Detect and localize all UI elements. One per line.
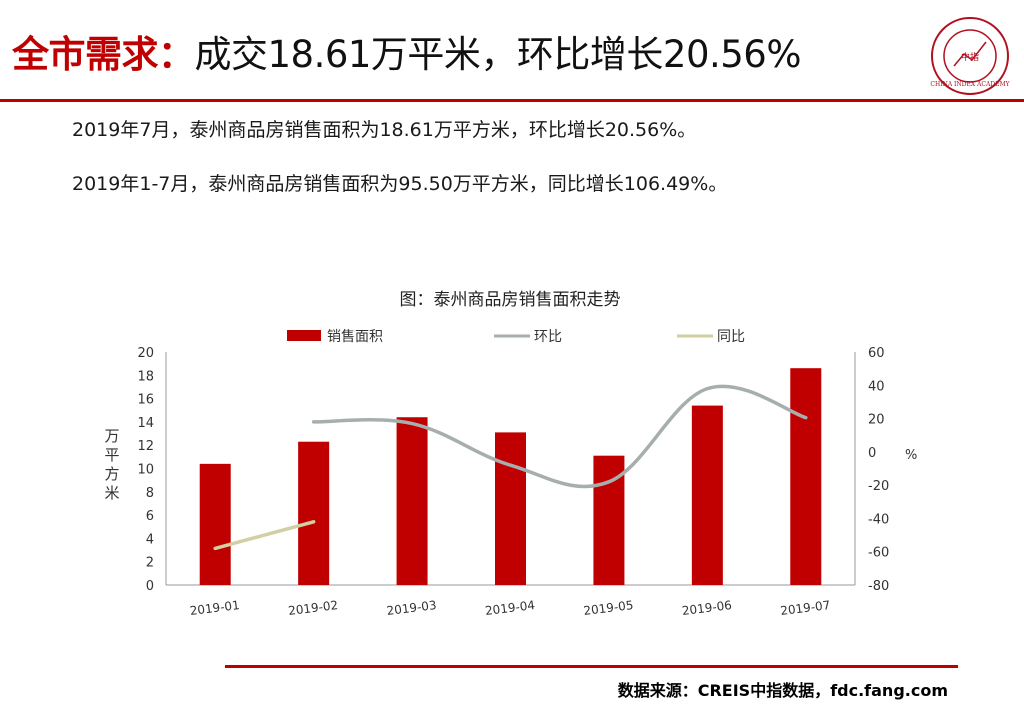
- y-tick-label: 8: [146, 486, 154, 501]
- summary-line-ytd: 2019年1-7月，泰州商品房销售面积为95.50万平方米，同比增长106.49…: [72, 173, 728, 195]
- y-tick-label: 20: [137, 346, 154, 361]
- china-index-academy-logo: CHINA INDEX ACADEMY 中指: [930, 17, 1011, 95]
- x-tick-label: 2019-03: [386, 598, 437, 618]
- line-环比: [311, 384, 808, 489]
- page-title-highlight: 全市需求：: [12, 33, 195, 76]
- x-tick-label: 2019-05: [583, 598, 634, 618]
- page-title-rest: 成交18.61万平米，环比增长20.56%: [194, 33, 802, 76]
- y-tick-label: 0: [146, 579, 154, 594]
- point-环比-2019-04: [509, 463, 512, 467]
- point-环比-2019-06: [705, 387, 709, 391]
- point-环比-2019-05: [607, 480, 611, 484]
- bar-2019-01: [199, 463, 231, 585]
- point-环比-2019-03: [410, 422, 414, 426]
- y2-tick-label: -60: [868, 546, 889, 561]
- header-divider: [0, 99, 1024, 102]
- y2-axis-label: %: [905, 448, 917, 463]
- bar-2019-03: [396, 417, 428, 585]
- y-tick-label: 2: [146, 556, 154, 571]
- y2-tick-label: 0: [868, 446, 876, 461]
- x-tick-label: 2019-02: [287, 598, 338, 618]
- legend-label-1: 环比: [534, 329, 562, 345]
- y2-tick-label: 40: [868, 379, 885, 394]
- y-axis-label-char: 平: [104, 446, 119, 464]
- page-title: 全市需求：成交18.61万平米，环比增长20.56%: [12, 30, 802, 80]
- legend-label-2: 同比: [717, 329, 745, 345]
- legend-label-0: 销售面积: [327, 329, 383, 345]
- summary-line-monthly: 2019年7月，泰州商品房销售面积为18.61万平方米，环比增长20.56%。: [72, 119, 697, 141]
- x-tick-label: 2019-01: [189, 598, 240, 618]
- logo-center-text: 中指: [961, 51, 979, 63]
- bar-2019-07: [790, 368, 822, 585]
- y-tick-label: 4: [146, 532, 154, 547]
- y2-tick-label: -80: [868, 579, 889, 594]
- x-tick-label: 2019-04: [484, 598, 535, 618]
- y-tick-label: 12: [137, 439, 154, 454]
- data-source: 数据来源：CREIS中指数据，fdc.fang.com: [617, 681, 948, 700]
- y-tick-label: 10: [137, 463, 154, 478]
- bar-2019-04: [495, 432, 526, 585]
- y-axis-label-char: 方: [104, 465, 119, 483]
- y-tick-label: 18: [137, 369, 154, 384]
- y-tick-label: 6: [146, 509, 154, 524]
- point-环比-2019-02: [312, 420, 316, 424]
- y-axis-label-char: 万: [104, 427, 119, 445]
- bar-2019-02: [298, 441, 330, 585]
- y2-tick-label: 60: [868, 346, 885, 361]
- y-tick-label: 14: [137, 416, 154, 431]
- legend-swatch-0: [287, 330, 321, 341]
- y2-tick-label: 20: [868, 413, 885, 428]
- y-axis-label-char: 米: [104, 484, 119, 502]
- y2-tick-label: -40: [868, 512, 889, 527]
- point-同比-2019-02: [312, 520, 316, 524]
- y-tick-label: 16: [137, 393, 154, 408]
- x-tick-label: 2019-06: [681, 598, 732, 618]
- chart-title: 图：泰州商品房销售面积走势: [400, 290, 621, 310]
- y2-tick-label: -20: [868, 479, 889, 494]
- bar-2019-06: [691, 405, 723, 585]
- footer-divider: [225, 665, 958, 668]
- logo-ring-text: CHINA INDEX ACADEMY: [930, 81, 1010, 88]
- line-同比: [213, 520, 316, 551]
- x-tick-label: 2019-07: [780, 598, 831, 618]
- point-环比-2019-07: [804, 416, 808, 420]
- point-同比-2019-01: [213, 546, 217, 550]
